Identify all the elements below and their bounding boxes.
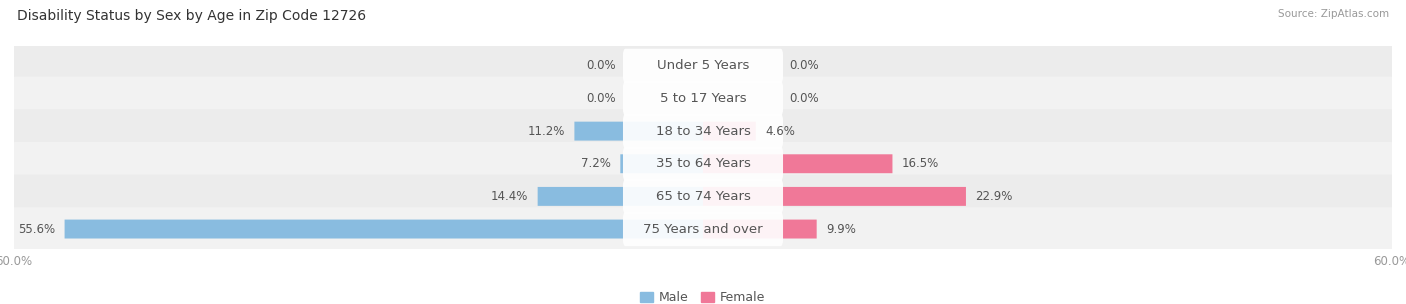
- FancyBboxPatch shape: [703, 122, 756, 140]
- Text: 22.9%: 22.9%: [976, 190, 1012, 203]
- FancyBboxPatch shape: [13, 207, 1393, 251]
- Text: 75 Years and over: 75 Years and over: [643, 223, 763, 236]
- FancyBboxPatch shape: [703, 219, 817, 239]
- FancyBboxPatch shape: [623, 114, 783, 148]
- FancyBboxPatch shape: [623, 49, 783, 83]
- FancyBboxPatch shape: [13, 109, 1393, 153]
- Text: 7.2%: 7.2%: [581, 157, 612, 170]
- Text: Under 5 Years: Under 5 Years: [657, 59, 749, 72]
- Text: 0.0%: 0.0%: [790, 92, 820, 105]
- FancyBboxPatch shape: [623, 81, 783, 116]
- FancyBboxPatch shape: [65, 219, 703, 239]
- Text: 55.6%: 55.6%: [18, 223, 55, 236]
- Text: 65 to 74 Years: 65 to 74 Years: [655, 190, 751, 203]
- FancyBboxPatch shape: [13, 142, 1393, 186]
- Legend: Male, Female: Male, Female: [641, 291, 765, 304]
- Text: Disability Status by Sex by Age in Zip Code 12726: Disability Status by Sex by Age in Zip C…: [17, 9, 366, 23]
- Text: 0.0%: 0.0%: [586, 92, 616, 105]
- Text: 35 to 64 Years: 35 to 64 Years: [655, 157, 751, 170]
- FancyBboxPatch shape: [537, 187, 703, 206]
- Text: 16.5%: 16.5%: [901, 157, 939, 170]
- FancyBboxPatch shape: [13, 174, 1393, 218]
- Text: 9.9%: 9.9%: [825, 223, 856, 236]
- Text: 14.4%: 14.4%: [491, 190, 529, 203]
- Text: 0.0%: 0.0%: [586, 59, 616, 72]
- Text: 18 to 34 Years: 18 to 34 Years: [655, 125, 751, 138]
- FancyBboxPatch shape: [620, 154, 703, 173]
- Text: 11.2%: 11.2%: [527, 125, 565, 138]
- FancyBboxPatch shape: [623, 179, 783, 213]
- FancyBboxPatch shape: [623, 147, 783, 181]
- Text: 0.0%: 0.0%: [790, 59, 820, 72]
- FancyBboxPatch shape: [13, 77, 1393, 120]
- FancyBboxPatch shape: [623, 212, 783, 246]
- Text: Source: ZipAtlas.com: Source: ZipAtlas.com: [1278, 9, 1389, 19]
- Text: 5 to 17 Years: 5 to 17 Years: [659, 92, 747, 105]
- FancyBboxPatch shape: [13, 44, 1393, 88]
- FancyBboxPatch shape: [703, 154, 893, 173]
- FancyBboxPatch shape: [703, 187, 966, 206]
- Text: 4.6%: 4.6%: [765, 125, 794, 138]
- FancyBboxPatch shape: [575, 122, 703, 140]
